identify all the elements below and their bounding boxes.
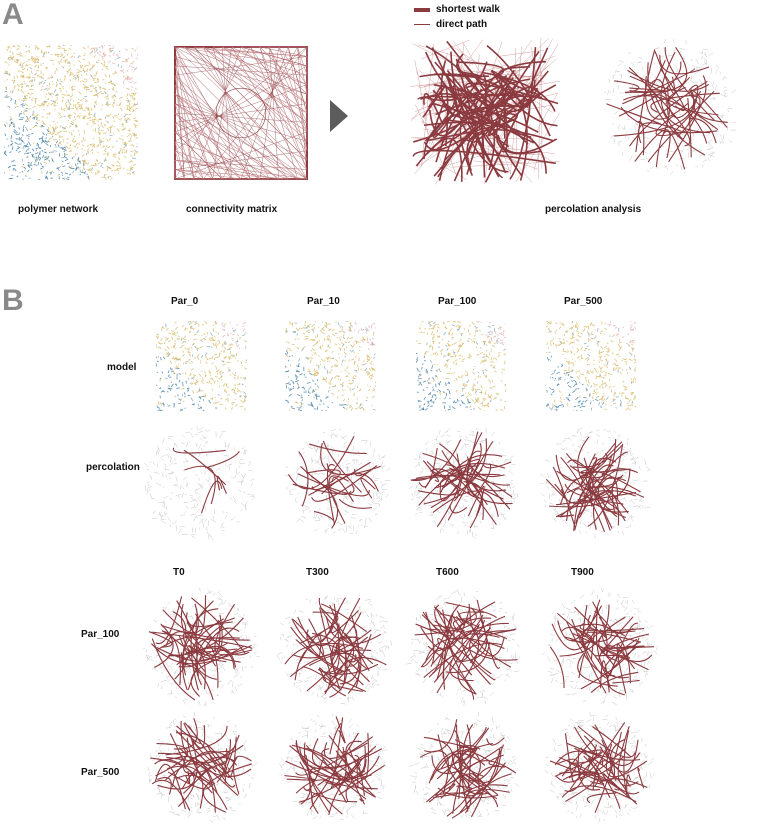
percolation-par100-t900 [540,588,660,706]
percolation-par-0 [140,425,260,540]
legend-label: direct path [436,19,488,30]
row-label-model: model [107,362,137,373]
model-par-0 [156,321,247,411]
row-label-percolation: percolation [86,462,140,473]
percolation-par100-t600 [405,588,525,706]
legend-swatch-thick [414,7,430,12]
panel-a-letter: A [2,0,24,31]
panel-b-letter: B [2,284,24,317]
connectivity-matrix-image [172,44,310,182]
column-header: T900 [571,567,594,578]
column-header: Par_0 [171,296,199,307]
percolation-network-image [600,25,740,190]
percolation-par100-t300 [275,588,395,706]
shortest-walk-image [410,38,560,185]
legend-label: shortest walk [436,4,500,15]
column-header: T600 [436,567,459,578]
legend-swatch-thin [414,24,430,25]
model-par-100 [416,321,506,411]
percolation-par500-t600 [405,712,525,824]
legend-direct-path: direct path [414,19,487,30]
percolation-par-10 [283,425,393,540]
percolation-par100-t0 [140,588,262,706]
column-header: Par_10 [307,296,340,307]
percolation-par500-t300 [275,712,395,824]
percolation-par500-t900 [540,712,660,824]
percolation-par500-t0 [140,712,262,824]
percolation-par-500 [535,425,655,540]
column-header: T300 [306,567,329,578]
column-header: Par_500 [564,296,603,307]
caption-percolation-analysis: percolation analysis [545,204,642,215]
column-header: Par_100 [438,296,477,307]
percolation-par-100 [405,425,523,540]
caption-connectivity-matrix: connectivity matrix [186,204,278,215]
model-par-10 [285,321,376,411]
row-label: Par_500 [81,767,120,778]
column-header: T0 [173,567,185,578]
caption-polymer-network: polymer network [18,204,99,215]
polymer-network-image [4,45,138,180]
arrow-right-icon [330,100,350,137]
row-label: Par_100 [81,629,120,640]
legend-shortest-walk: shortest walk [414,4,500,15]
model-par-500 [546,321,636,411]
